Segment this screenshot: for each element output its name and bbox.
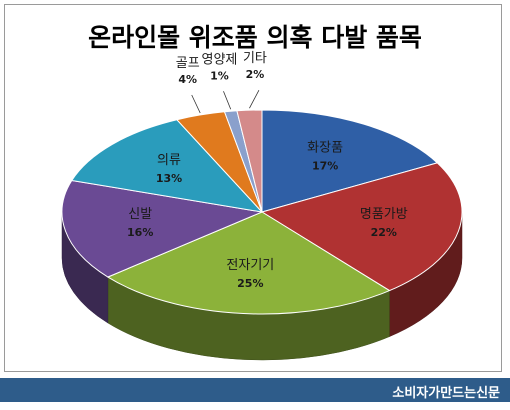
value-label-화장품: 17% xyxy=(312,160,338,173)
category-label-전자기기: 전자기기 xyxy=(226,258,274,273)
category-label-골프: 골프 xyxy=(176,56,200,71)
pie-slice-기타 xyxy=(236,109,263,213)
value-label-의류: 13% xyxy=(156,172,182,185)
value-label-신발: 16% xyxy=(127,226,153,239)
source-credit: 소비자가만드는신문 xyxy=(392,386,500,401)
pie-slice-화장품 xyxy=(261,109,439,213)
leader-line-기타 xyxy=(249,90,260,109)
value-label-전자기기: 25% xyxy=(237,277,263,290)
value-label-기타: 2% xyxy=(246,68,265,81)
category-label-화장품: 화장품 xyxy=(307,141,343,156)
pie-slice-명품가방 xyxy=(260,162,463,292)
value-label-명품가방: 22% xyxy=(371,226,397,239)
chart-title: 온라인몰 위조품 의혹 다발 품목 xyxy=(88,23,422,52)
pie-slice-전자기기 xyxy=(106,211,391,315)
category-label-영양제: 영양제 xyxy=(202,52,238,67)
pie-slice-신발 xyxy=(61,179,264,278)
leader-line-영양제 xyxy=(223,91,232,110)
pie-top xyxy=(61,109,463,315)
footer-bar: 소비자가만드는신문 xyxy=(0,378,510,402)
pie-slice-의류 xyxy=(70,119,264,213)
category-label-신발: 신발 xyxy=(128,207,152,222)
category-label-의류: 의류 xyxy=(157,153,181,168)
pie-labels: 화장품 17% 명품가방 22% 전자기기 25% 신발 16% 의류 13% 골프 4% 영양제 1% 기… xyxy=(127,51,408,290)
category-label-기타: 기타 xyxy=(243,51,267,66)
category-label-명품가방: 명품가방 xyxy=(360,207,408,222)
value-label-골프: 4% xyxy=(178,73,197,86)
value-label-영양제: 1% xyxy=(210,69,229,82)
leader-line-골프 xyxy=(191,94,201,114)
